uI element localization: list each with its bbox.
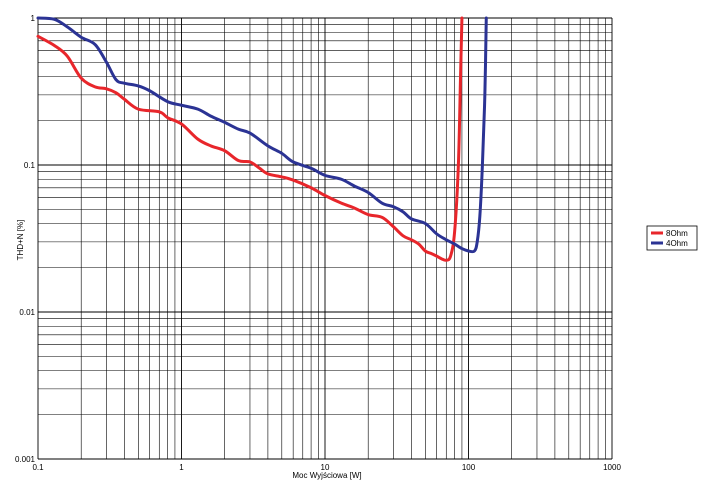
y-tick-label: 0.01 bbox=[19, 308, 35, 317]
series-line-4ohm bbox=[36, 16, 488, 254]
x-tick-label: 10 bbox=[321, 463, 330, 472]
series-line-8ohm bbox=[36, 16, 464, 262]
y-tick-label: 1 bbox=[31, 14, 36, 23]
y-tick-label: 0.001 bbox=[15, 455, 36, 464]
x-tick-label: 0.1 bbox=[32, 463, 44, 472]
x-tick-label: 100 bbox=[462, 463, 476, 472]
y-tick-label: 0.1 bbox=[24, 161, 36, 170]
x-tick-label: 1 bbox=[179, 463, 184, 472]
x-axis-label: Moc Wyjściowa [W] bbox=[292, 471, 361, 480]
chart-ticks: 0.1 1 10 100 1000 0.001 0.01 0.1 1 bbox=[15, 14, 621, 472]
legend-label: 8Ohm bbox=[666, 229, 688, 238]
chart-series bbox=[36, 16, 488, 262]
x-tick-label: 1000 bbox=[603, 463, 621, 472]
legend-box bbox=[646, 225, 698, 251]
legend-label: 4Ohm bbox=[666, 239, 688, 248]
y-axis-label: THD+N [%] bbox=[16, 220, 25, 261]
